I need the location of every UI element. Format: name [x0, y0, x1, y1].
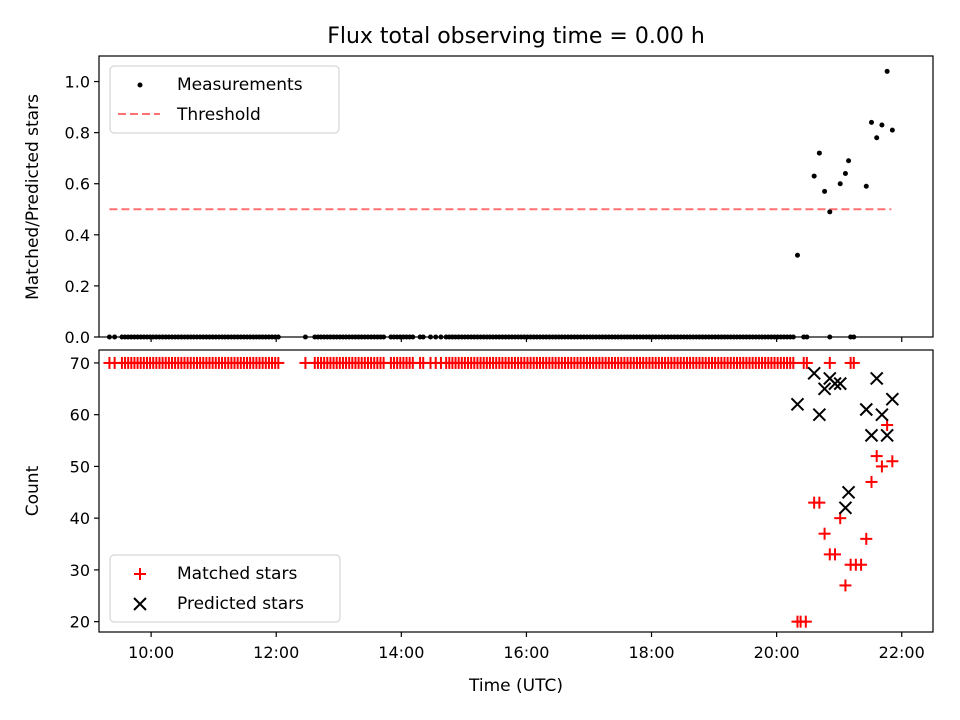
bottom-y-tick-label: 60 — [70, 406, 90, 425]
bottom-y-tick-label: 20 — [70, 613, 90, 632]
matched-star-marker — [855, 558, 868, 571]
predicted-star-marker — [817, 382, 832, 396]
predicted-star-marker — [864, 428, 879, 443]
predicted-star-marker — [841, 485, 856, 500]
top-y-tick-label: 0.4 — [65, 226, 90, 245]
x-tick-label: 10:00 — [128, 643, 174, 662]
bottom-y-tick-label: 70 — [70, 354, 90, 373]
measurement-point — [842, 171, 848, 177]
top-y-axis-label: Matched/Predicted stars — [23, 94, 43, 300]
matched-star-marker — [800, 356, 813, 369]
matched-star-marker — [847, 356, 860, 369]
bottom-plot-area — [103, 356, 900, 628]
predicted-star-marker — [833, 376, 847, 391]
x-tick-label: 22:00 — [879, 643, 925, 662]
matched-star-marker — [787, 356, 800, 369]
measurement-point — [868, 119, 874, 125]
measurement-point — [816, 150, 822, 156]
predicted-star-marker — [790, 397, 805, 412]
matched-star-marker — [839, 579, 852, 592]
predicted-star-marker — [838, 501, 853, 515]
legend-predicted-marker — [133, 597, 147, 611]
predicted-star-marker — [869, 371, 884, 386]
predicted-star-marker — [885, 392, 900, 406]
top-y-tick-label: 1.0 — [65, 73, 90, 92]
legend-matched-label: Matched stars — [177, 564, 297, 584]
predicted-star-marker — [875, 407, 889, 422]
predicted-star-marker — [880, 428, 894, 443]
x-tick-label: 18:00 — [628, 643, 674, 662]
x-axis-label: Time (UTC) — [468, 676, 563, 696]
legend-measurements-label: Measurements — [177, 75, 303, 95]
bottom-y-tick-label: 50 — [70, 457, 90, 476]
x-tick-label: 16:00 — [503, 643, 549, 662]
predicted-star-marker — [812, 407, 827, 422]
top-y-tick-label: 0.8 — [65, 124, 90, 143]
ratio-panel: Matched/Predicted stars 0.0 0.2 0.4 0.6 0.8 1… — [23, 55, 934, 347]
measurement-point — [811, 173, 817, 179]
legend-threshold-label: Threshold — [176, 105, 261, 125]
measurement-point — [884, 68, 890, 74]
measurement-point — [794, 252, 800, 258]
bottom-legend: Matched stars Predicted stars — [109, 554, 341, 623]
top-legend-box — [109, 65, 340, 134]
measurement-point — [827, 209, 833, 215]
measurement-point — [846, 158, 852, 164]
matched-star-marker — [886, 455, 899, 468]
measurement-point — [837, 181, 843, 187]
matched-star-marker — [875, 460, 888, 473]
matched-star-marker — [818, 527, 831, 540]
measurement-point — [874, 135, 880, 141]
top-y-tick-label: 0.0 — [65, 328, 90, 347]
measurement-point — [822, 188, 828, 194]
legend-matched-marker — [134, 568, 146, 580]
bottom-y-axis-label: Count — [23, 465, 43, 516]
matched-star-marker — [865, 475, 878, 488]
matched-star-marker — [860, 532, 873, 545]
matched-star-marker — [829, 548, 842, 561]
measurement-point — [879, 122, 885, 128]
measurement-point — [889, 127, 895, 133]
measurement-point — [863, 183, 869, 189]
predicted-star-marker — [859, 402, 873, 417]
bottom-y-tick-label: 30 — [70, 561, 90, 580]
bottom-y-tick-label: 40 — [70, 509, 90, 528]
legend-predicted-label: Predicted stars — [177, 594, 304, 614]
top-y-tick-label: 0.2 — [65, 277, 90, 296]
bottom-x-ticks: 10:00 12:00 14:00 16:00 18:00 20:00 22:00 — [128, 632, 925, 662]
bottom-y-ticks: 20 30 40 50 60 70 — [70, 354, 99, 632]
matched-star-marker — [870, 450, 883, 463]
predicted-star-marker — [807, 366, 821, 380]
x-tick-label: 14:00 — [378, 643, 424, 662]
legend-measurements-marker — [137, 82, 143, 88]
figure-title: Flux total observing time = 0.00 h — [327, 24, 705, 49]
predicted-star-marker — [828, 376, 842, 391]
matched-star-marker — [813, 496, 826, 509]
top-y-tick-label: 0.6 — [65, 175, 90, 194]
top-y-ticks: 0.0 0.2 0.4 0.6 0.8 1.0 — [65, 73, 99, 347]
bottom-legend-box — [109, 554, 341, 623]
top-axes-frame — [98, 55, 934, 338]
bottom-axes-frame — [98, 349, 934, 633]
matched-star-marker — [823, 356, 836, 369]
matched-star-marker — [272, 356, 285, 369]
top-legend: Measurements Threshold — [109, 65, 340, 134]
matched-star-marker — [799, 615, 812, 628]
x-tick-label: 12:00 — [253, 643, 299, 662]
x-tick-label: 20:00 — [754, 643, 800, 662]
